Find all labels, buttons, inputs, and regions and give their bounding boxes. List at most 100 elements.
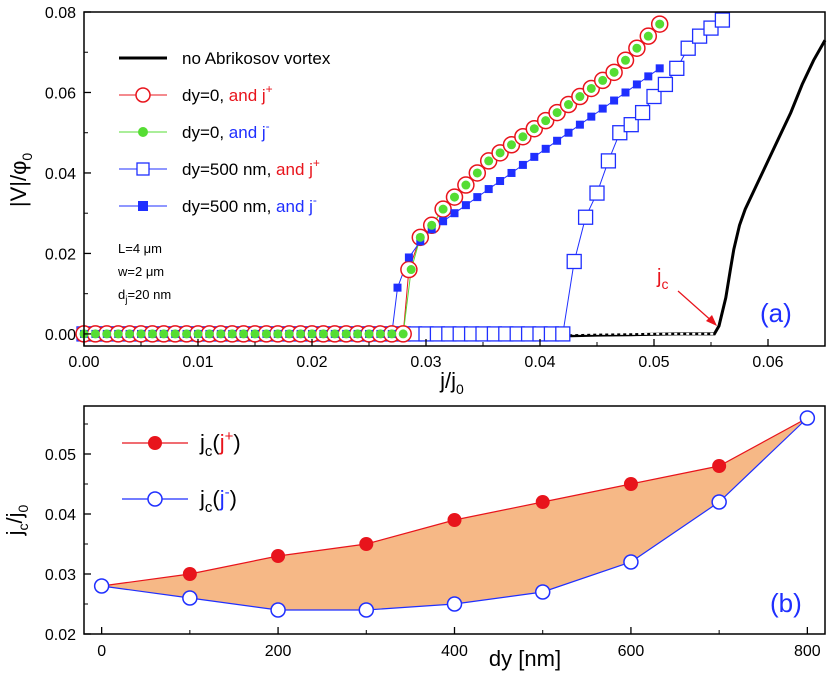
dy0-jminus-marker [461,180,471,190]
dy500-jplus-marker [634,104,651,121]
dy500-jminus-marker [518,160,527,169]
jc-jplus-marker [623,477,638,491]
panel-a: 0.00 0.01 0.02 0.03 0.04 0.05 0.06 0.00 0.02 0.04… [6,5,827,397]
dy0-jminus-marker [125,329,135,339]
legend-label: dy=0, and j- [182,119,270,142]
dy0-jminus-marker [159,329,169,339]
panel-a-xtick-label: 0.01 [182,354,213,371]
legend-marker-dy0-jplus [135,87,151,103]
dy0-jminus-marker [495,148,505,158]
dy0-jminus-marker [239,329,249,339]
dy0-jminus-marker [193,329,203,339]
jc-jminus-marker [182,590,198,606]
dy500-jplus-marker [703,20,719,36]
panel-b: 0 200 400 600 800 0.02 0.03 0.04 0.05 jc/j0 dy [… [2,405,826,671]
dy0-jminus-marker [227,329,237,339]
dy500-jminus-marker [450,209,459,218]
dy0-jminus-marker [387,329,397,339]
panel-a-xtick-label: 0.03 [410,354,441,371]
panel-b-ticks: 0 200 400 600 800 0.02 0.03 0.04 0.05 [45,423,821,660]
dy0-jminus-marker [450,192,459,202]
legend-label: dy=500 nm, and j+ [182,156,320,179]
panel-a-xlabel: j/j0 [439,368,464,397]
panel-a-ylabel-main: |V|/φ [6,161,31,207]
panel-b-xtick-label: 0 [97,643,106,660]
dy500-jplus-marker [577,209,594,225]
dy0-jminus-marker [575,92,585,102]
panel-a-ylabel: |V|/φ0 [6,153,35,207]
param-length: L=4 μm [118,241,162,256]
legend-label: dy=500 nm, and j- [182,193,317,216]
dy500-jminus-marker [621,88,630,97]
dy500-jminus-marker [655,64,664,73]
svg-text:jc/j0: jc/j0 [2,504,31,536]
dy0-jminus-marker [182,329,192,339]
legend-marker-dy500-jminus [138,201,148,211]
dy0-jminus-marker [507,140,516,150]
dy500-jminus-marker [473,193,482,202]
dy0-jminus-marker [564,100,573,110]
dy0-jminus-marker [136,329,146,339]
panel-b-ytick-label: 0.04 [45,507,76,524]
dy0-jminus-marker [330,329,340,339]
dy500-jplus-marker [555,326,571,342]
panel-a-ticks: 0.00 0.01 0.02 0.03 0.04 0.05 0.06 0.00 0.02 0.04… [45,5,784,371]
jc-arrow-head [706,315,717,326]
dy500-jplus-marker [623,117,639,133]
panel-a-label: (a) [760,298,792,328]
dy500-jplus-marker [600,153,617,169]
dy0-jminus-marker [90,329,100,339]
jc-jminus-marker [711,494,727,510]
dy0-jminus-marker [609,67,619,77]
jc-jminus-marker [358,602,375,618]
dy500-jplus-marker [714,12,731,28]
panel-b-xtick-label: 200 [265,643,292,660]
dy500-jminus-marker [598,104,607,113]
dy0-jminus-marker [307,329,317,339]
dy500-jminus-marker [587,112,596,121]
legend-label: no Abrikosov vortex [182,49,331,68]
panel-b-legend: jc(j+) jc(j-) [122,428,241,516]
panel-b-xlabel: dy [nm] [489,646,561,671]
dy0-jminus-marker [273,329,283,339]
dy0-jminus-marker [250,329,260,339]
dy0-jminus-marker [147,329,157,339]
dy500-jminus-marker [632,80,641,89]
dy0-jminus-marker [318,329,328,339]
jc-jminus-marker [534,584,551,600]
dy500-jplus-marker [691,28,708,44]
dy0-jminus-marker [655,19,665,29]
dy0-jminus-marker [261,329,271,339]
dy0-jminus-marker [170,329,180,339]
dy500-jplus-marker [669,60,685,76]
panel-a-legend: no Abrikosov vortex dy=0, and j+ dy=0, and… [119,49,331,216]
dy500-jplus-marker [657,76,674,93]
dy500-jminus-marker [507,168,516,177]
dy0-jminus-marker [353,329,363,339]
dy0-jminus-marker [427,220,437,230]
dy0-jminus-marker [438,204,448,214]
dy500-jminus-marker [644,72,653,81]
panel-a-xtick-label: 0.00 [68,354,99,371]
panel-b-xtick-label: 600 [618,643,645,660]
panel-b-ytick-label: 0.03 [45,567,76,584]
dy500-jplus-marker [612,125,628,141]
dy500-jplus-marker [566,253,582,270]
panel-a-series [75,12,827,343]
svg-text:|V|/φ0: |V|/φ0 [6,153,35,207]
panel-b-label: (b) [770,588,802,618]
dy0-jminus-marker [643,31,653,41]
dy500-jplus-marker [646,88,662,105]
dy500-jplus-marker [589,185,605,201]
dy0-jminus-marker [375,329,385,339]
dy500-jplus-marker [680,40,696,56]
dy500-jminus-marker [404,253,413,262]
dy0-jminus-marker [341,329,351,339]
panel-a-ylabel-sub: 0 [19,153,35,161]
dy500-jminus-marker [484,185,493,194]
dy0-jminus-marker [518,132,528,142]
panel-b-xtick-label: 800 [794,643,821,660]
dy500-jminus-marker [564,128,573,137]
jc-jplus-marker [271,549,286,563]
